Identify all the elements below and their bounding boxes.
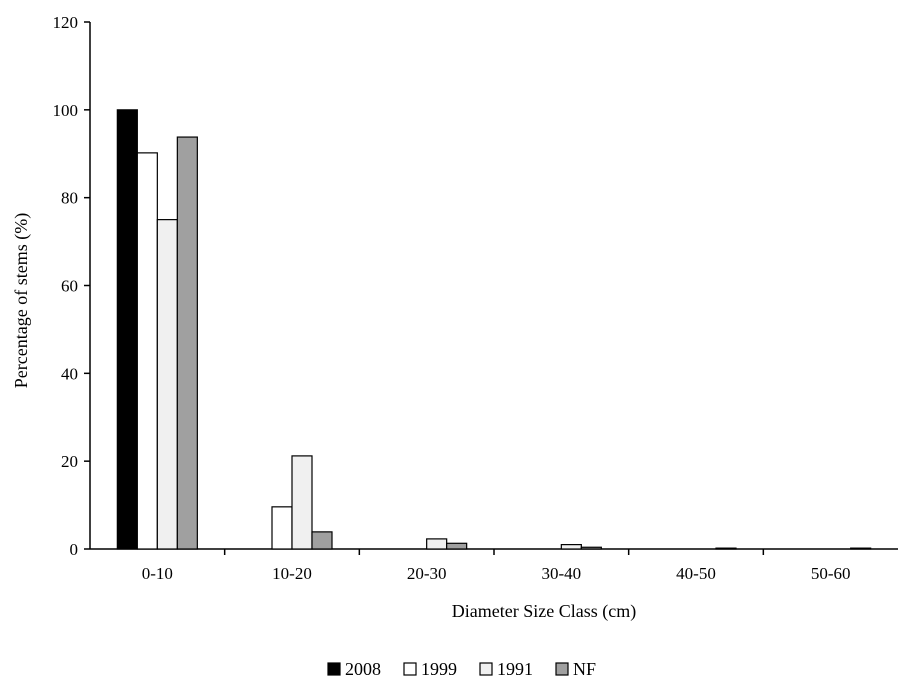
bar-1991-20-30 [426, 538, 448, 550]
y-axis: 0 20 40 60 80 100 120 [53, 13, 91, 559]
legend-swatch-2008 [327, 662, 341, 676]
bar-nf-20-30 [446, 542, 468, 550]
x-tick-label: 40-50 [676, 564, 716, 583]
x-axis: 0-10 10-20 20-30 30-40 40-50 50-60 [90, 548, 898, 583]
y-tick-label: 80 [61, 189, 78, 208]
y-tick-label: 20 [61, 452, 78, 471]
y-tick-label: 120 [53, 13, 79, 32]
y-tick-label: 60 [61, 277, 78, 296]
x-axis-title: Diameter Size Class (cm) [452, 601, 636, 622]
bar-nf-30-40 [580, 546, 602, 550]
bar-1999-0-10 [136, 152, 158, 550]
legend-label-1999: 1999 [421, 659, 457, 679]
y-tick-label: 100 [53, 101, 79, 120]
legend: 2008 1999 1991 NF [327, 659, 596, 679]
x-tick-label: 0-10 [142, 564, 173, 583]
legend-swatch-1999 [403, 662, 417, 676]
bar-2008-0-10 [116, 109, 138, 550]
bar-nf-0-10 [176, 136, 198, 550]
bar-1991-30-40 [560, 544, 582, 550]
x-tick-label: 10-20 [272, 564, 312, 583]
x-tick-label: 50-60 [811, 564, 851, 583]
legend-label-2008: 2008 [345, 659, 381, 679]
bar-nf-40-50 [715, 547, 737, 550]
legend-swatch-1991 [479, 662, 493, 676]
y-tick-label: 0 [70, 540, 79, 559]
legend-label-1991: 1991 [497, 659, 533, 679]
x-tick-label: 30-40 [541, 564, 581, 583]
y-tick-label: 40 [61, 364, 78, 383]
bar-nf-50-60 [850, 547, 872, 550]
legend-label-nf: NF [573, 659, 596, 679]
legend-swatch-nf [555, 662, 569, 676]
bar-1991-0-10 [156, 219, 178, 550]
bar-1999-10-20 [271, 506, 293, 550]
x-tick-label: 20-30 [407, 564, 447, 583]
bars [116, 109, 872, 550]
bar-nf-10-20 [311, 531, 333, 550]
y-axis-title: Percentage of stems (%) [11, 213, 32, 388]
bar-1991-10-20 [291, 455, 313, 550]
